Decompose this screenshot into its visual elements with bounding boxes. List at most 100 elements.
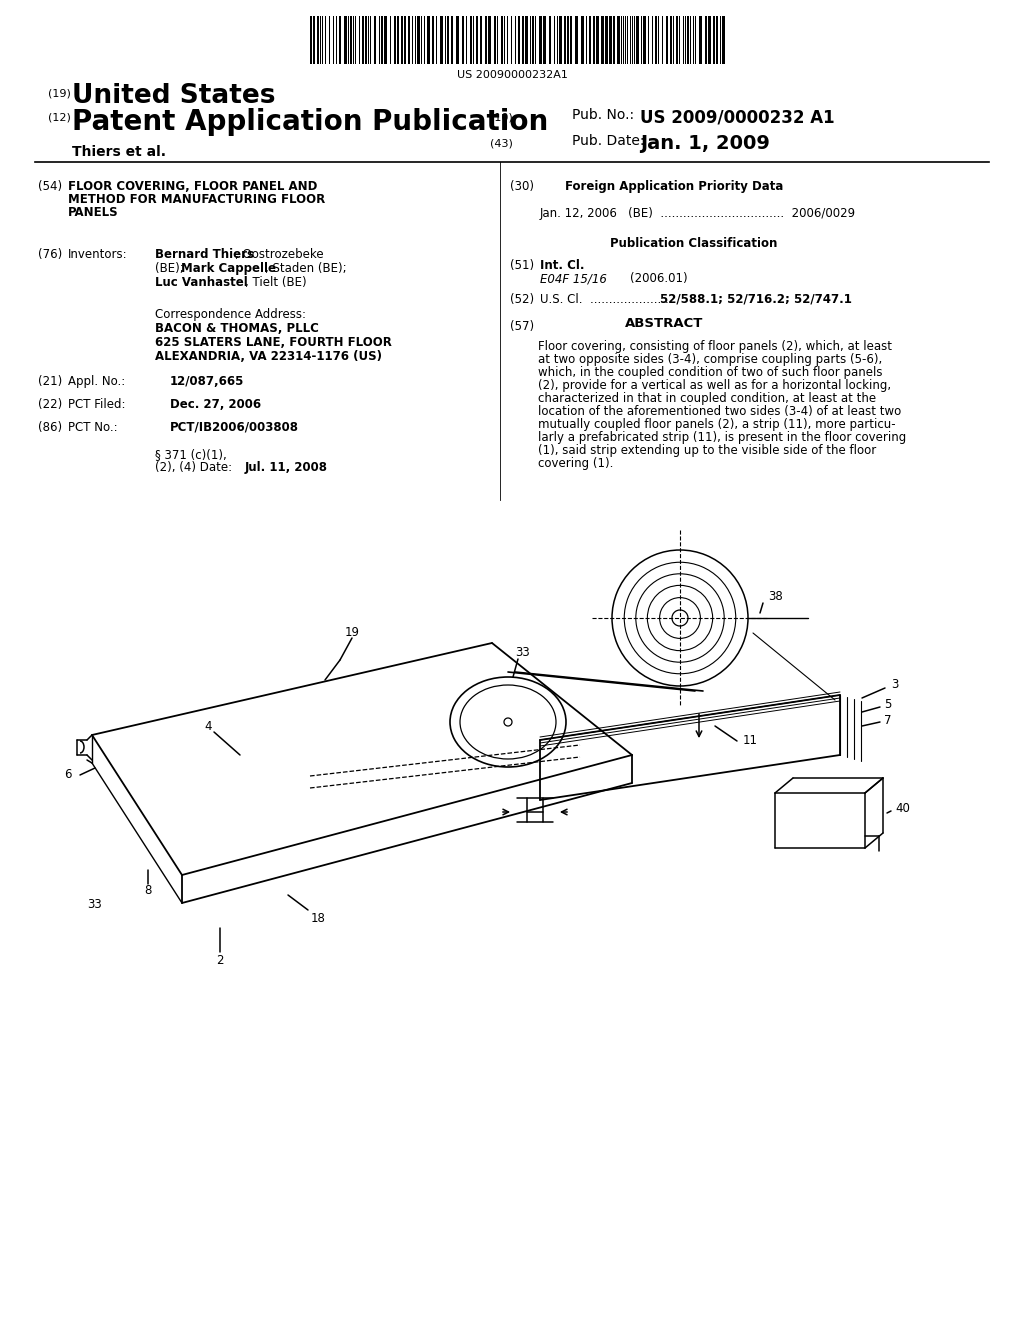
- Bar: [447, 16, 449, 63]
- Text: Dec. 27, 2006: Dec. 27, 2006: [170, 399, 261, 411]
- Bar: [310, 16, 312, 63]
- Text: 4: 4: [204, 721, 212, 734]
- Text: BACON & THOMAS, PLLC: BACON & THOMAS, PLLC: [155, 322, 318, 335]
- Text: covering (1).: covering (1).: [538, 457, 613, 470]
- Bar: [344, 16, 347, 63]
- Text: 33: 33: [516, 645, 530, 659]
- Text: 52/588.1; 52/716.2; 52/747.1: 52/588.1; 52/716.2; 52/747.1: [660, 293, 852, 306]
- Bar: [716, 16, 718, 63]
- Bar: [476, 16, 478, 63]
- Bar: [699, 16, 702, 63]
- Text: Pub. No.:: Pub. No.:: [572, 108, 634, 121]
- Text: (19): (19): [48, 88, 71, 98]
- Text: , Staden (BE);: , Staden (BE);: [265, 261, 347, 275]
- Text: 2: 2: [216, 953, 224, 966]
- Text: Appl. No.:: Appl. No.:: [68, 375, 125, 388]
- Bar: [549, 16, 551, 63]
- Text: characterized in that in coupled condition, at least at the: characterized in that in coupled conditi…: [538, 392, 877, 405]
- Bar: [485, 16, 487, 63]
- Bar: [643, 16, 646, 63]
- Bar: [670, 16, 672, 63]
- Bar: [501, 16, 503, 63]
- Bar: [666, 16, 668, 63]
- Bar: [567, 16, 569, 63]
- Bar: [722, 16, 725, 63]
- Bar: [570, 16, 572, 63]
- Text: 18: 18: [310, 912, 326, 924]
- Bar: [575, 16, 578, 63]
- Text: Floor covering, consisting of floor panels (2), which, at least: Floor covering, consisting of floor pane…: [538, 341, 892, 352]
- Bar: [488, 16, 490, 63]
- Text: (30): (30): [510, 180, 534, 193]
- Text: 19: 19: [344, 626, 359, 639]
- Text: 3: 3: [891, 678, 899, 692]
- Text: US 2009/0000232 A1: US 2009/0000232 A1: [640, 108, 835, 125]
- Bar: [522, 16, 524, 63]
- Text: 33: 33: [88, 899, 102, 912]
- Text: 40: 40: [896, 801, 910, 814]
- Text: (21): (21): [38, 375, 62, 388]
- Bar: [451, 16, 453, 63]
- Bar: [609, 16, 612, 63]
- Text: Bernard Thiers: Bernard Thiers: [155, 248, 254, 261]
- Text: Inventors:: Inventors:: [68, 248, 128, 261]
- Bar: [596, 16, 599, 63]
- Bar: [705, 16, 707, 63]
- Bar: [539, 16, 542, 63]
- Bar: [365, 16, 367, 63]
- Text: (2), (4) Date:: (2), (4) Date:: [155, 461, 232, 474]
- Bar: [462, 16, 464, 63]
- Text: PANELS: PANELS: [68, 206, 119, 219]
- Text: (51): (51): [510, 259, 535, 272]
- Bar: [401, 16, 403, 63]
- Text: ALEXANDRIA, VA 22314-1176 (US): ALEXANDRIA, VA 22314-1176 (US): [155, 350, 382, 363]
- Bar: [713, 16, 715, 63]
- Text: Pub. Date:: Pub. Date:: [572, 135, 644, 148]
- Bar: [408, 16, 410, 63]
- Bar: [432, 16, 434, 63]
- Text: 6: 6: [65, 768, 72, 781]
- Bar: [581, 16, 584, 63]
- Text: Foreign Application Priority Data: Foreign Application Priority Data: [565, 180, 783, 193]
- Bar: [617, 16, 620, 63]
- Text: Int. Cl.: Int. Cl.: [540, 259, 585, 272]
- Bar: [404, 16, 406, 63]
- Text: (57): (57): [510, 319, 535, 333]
- Text: Jan. 1, 2009: Jan. 1, 2009: [640, 135, 770, 153]
- Bar: [313, 16, 315, 63]
- Text: (86): (86): [38, 421, 62, 434]
- Text: Publication Classification: Publication Classification: [610, 238, 777, 249]
- Bar: [532, 16, 534, 63]
- Text: (43): (43): [490, 139, 513, 148]
- Bar: [394, 16, 396, 63]
- Text: § 371 (c)(1),: § 371 (c)(1),: [155, 447, 226, 461]
- Bar: [381, 16, 383, 63]
- Text: 5: 5: [885, 698, 892, 711]
- Bar: [605, 16, 608, 63]
- Bar: [317, 16, 319, 63]
- Text: United States: United States: [72, 83, 275, 110]
- Bar: [708, 16, 711, 63]
- Bar: [470, 16, 472, 63]
- Bar: [636, 16, 639, 63]
- Bar: [525, 16, 528, 63]
- Text: Correspondence Address:: Correspondence Address:: [155, 308, 306, 321]
- Text: PCT Filed:: PCT Filed:: [68, 399, 126, 411]
- Text: PCT No.:: PCT No.:: [68, 421, 118, 434]
- Text: 7: 7: [885, 714, 892, 726]
- Text: FLOOR COVERING, FLOOR PANEL AND: FLOOR COVERING, FLOOR PANEL AND: [68, 180, 317, 193]
- Text: , Oostrozebeke: , Oostrozebeke: [234, 248, 324, 261]
- Text: , Tielt (BE): , Tielt (BE): [245, 276, 306, 289]
- Bar: [601, 16, 604, 63]
- Bar: [384, 16, 387, 63]
- Text: (10): (10): [490, 112, 513, 121]
- Text: (12): (12): [48, 112, 71, 121]
- Text: US 20090000232A1: US 20090000232A1: [457, 70, 567, 81]
- Text: (2), provide for a vertical as well as for a horizontal locking,: (2), provide for a vertical as well as f…: [538, 379, 891, 392]
- Text: 8: 8: [144, 883, 152, 896]
- Bar: [655, 16, 657, 63]
- Text: larly a prefabricated strip (11), is present in the floor covering: larly a prefabricated strip (11), is pre…: [538, 432, 906, 444]
- Bar: [480, 16, 482, 63]
- Text: 11: 11: [742, 734, 758, 747]
- Bar: [374, 16, 376, 63]
